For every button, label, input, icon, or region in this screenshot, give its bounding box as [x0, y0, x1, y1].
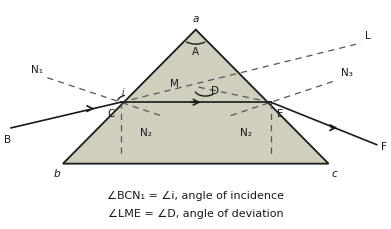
Text: ∠BCN₁ = ∠i, angle of incidence: ∠BCN₁ = ∠i, angle of incidence [107, 191, 284, 201]
Text: N₃: N₃ [341, 68, 353, 78]
Text: L: L [365, 31, 371, 41]
Text: N₂: N₂ [140, 128, 152, 138]
Text: ∠LME = ∠D, angle of deviation: ∠LME = ∠D, angle of deviation [108, 209, 283, 219]
Text: a: a [193, 14, 199, 24]
Text: F: F [380, 142, 386, 152]
Text: M: M [170, 79, 178, 89]
Text: B: B [4, 135, 11, 144]
Text: E: E [277, 109, 284, 119]
Polygon shape [63, 30, 328, 164]
Text: A: A [192, 47, 199, 57]
Text: c: c [332, 169, 337, 179]
Text: i: i [121, 88, 124, 97]
Text: D: D [211, 86, 219, 96]
Text: C: C [108, 109, 115, 119]
Text: N₂: N₂ [240, 128, 251, 138]
Text: N₁: N₁ [31, 65, 43, 76]
Text: b: b [54, 169, 61, 179]
